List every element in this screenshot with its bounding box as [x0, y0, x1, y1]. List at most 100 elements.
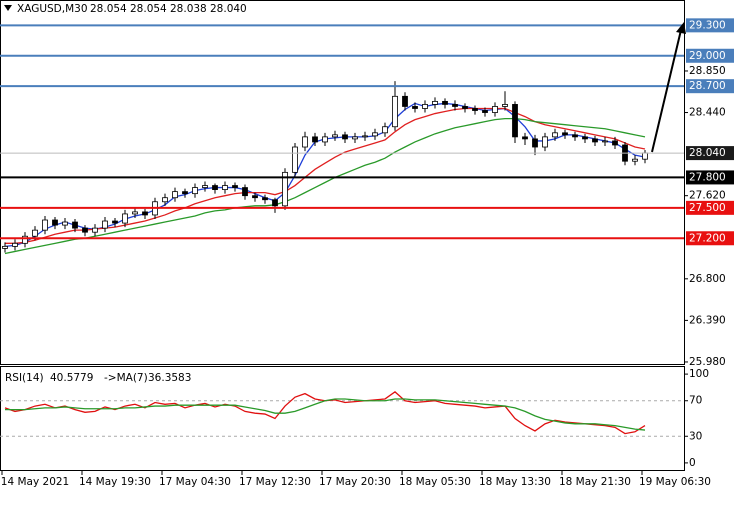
candle-body — [482, 110, 488, 113]
indicator-line — [4, 117, 646, 255]
candle-body — [102, 220, 108, 229]
level-label-box — [686, 170, 734, 185]
candle-body — [22, 235, 28, 244]
x-tick-label: 14 May 19:30 — [79, 476, 151, 488]
y-tick-label: 25.980 — [689, 356, 726, 368]
level-label: 27.500 — [689, 202, 726, 214]
ohlc-value: 28.054 — [130, 3, 167, 15]
candle-body — [272, 199, 278, 207]
level-label-box — [686, 18, 734, 33]
candle-body — [462, 106, 468, 109]
candle-body — [92, 227, 98, 233]
candle-body — [472, 108, 478, 111]
candle-body — [572, 134, 578, 138]
candle-body — [222, 185, 228, 190]
candle-body — [202, 185, 208, 188]
level-label-box — [686, 200, 734, 215]
y-tick-label: 28.850 — [689, 65, 726, 77]
rsi-panel-frame — [0, 366, 685, 471]
candle-body — [602, 140, 608, 143]
x-tick-label: 19 May 06:30 — [639, 476, 711, 488]
candle-body — [232, 185, 238, 188]
candle-body — [32, 229, 38, 237]
x-tick-label: 17 May 04:30 — [159, 476, 231, 488]
rsi-value: 40.5779 — [50, 372, 93, 384]
candle-body — [122, 213, 128, 224]
candle-body — [212, 185, 218, 190]
candle-body — [172, 191, 178, 199]
candle-body — [302, 136, 308, 148]
candle-body — [492, 106, 498, 113]
x-tick-label: 17 May 12:30 — [239, 476, 311, 488]
candle-body — [262, 197, 268, 201]
indicator-line — [5, 398, 646, 431]
candle-body — [282, 171, 288, 207]
candle-body — [162, 197, 168, 203]
y-tick-label: 70 — [689, 395, 702, 407]
level-label: 28.040 — [689, 147, 726, 159]
candle-body — [292, 146, 298, 173]
candle-body — [142, 211, 148, 216]
rsi-ma-title: ->MA(7) — [104, 372, 148, 384]
menu-triangle — [4, 5, 12, 11]
level-label-box — [686, 48, 734, 63]
ohlc-value: 28.038 — [170, 3, 207, 15]
level-label: 28.700 — [689, 80, 726, 92]
candle-body — [582, 136, 588, 140]
rsi-title: RSI(14) — [5, 372, 44, 384]
y-tick-label: 27.620 — [689, 190, 726, 202]
ohlc-value: 28.054 — [90, 3, 127, 15]
y-tick-label: 28.440 — [689, 107, 726, 119]
candle-body — [72, 221, 78, 229]
candle-body — [112, 220, 118, 224]
candle-body — [552, 132, 558, 138]
candle-body — [642, 152, 648, 160]
candle-body — [332, 134, 338, 138]
candle-body — [632, 158, 638, 162]
y-tick-label: 0 — [689, 457, 696, 469]
candle-body — [252, 195, 258, 199]
x-tick-label: 14 May 2021 — [1, 476, 69, 488]
candle-body — [522, 136, 528, 140]
level-label: 29.300 — [689, 19, 726, 31]
candle-body — [52, 219, 58, 226]
candle-body — [412, 106, 418, 109]
level-label-box — [686, 146, 734, 161]
x-tick-label: 18 May 21:30 — [559, 476, 631, 488]
candle-body — [592, 138, 598, 143]
level-label-box — [686, 231, 734, 246]
candle-body — [2, 245, 8, 249]
candle-body — [502, 104, 508, 107]
candle-body — [342, 134, 348, 140]
candle-body — [562, 132, 568, 136]
candle-body — [422, 104, 428, 109]
candle-body — [392, 95, 398, 128]
candle-body — [542, 136, 548, 148]
arrow-head — [676, 22, 686, 34]
main-panel-frame — [0, 0, 685, 365]
x-tick-label: 18 May 13:30 — [479, 476, 551, 488]
x-tick-label: 17 May 20:30 — [319, 476, 391, 488]
candle-body — [382, 126, 388, 134]
y-tick-label: 26.390 — [689, 314, 726, 326]
candle-body — [242, 187, 248, 197]
x-tick-label: 18 May 05:30 — [399, 476, 471, 488]
candle-body — [442, 100, 448, 105]
candle-body — [42, 219, 48, 231]
candle-body — [532, 138, 538, 148]
level-label: 27.200 — [689, 232, 726, 244]
candle-body — [512, 104, 518, 138]
candle-body — [12, 242, 18, 247]
candle-body — [612, 140, 618, 146]
candle-body — [192, 187, 198, 195]
y-tick-label: 30 — [689, 430, 702, 442]
candle-body — [402, 95, 408, 107]
level-label: 27.800 — [689, 171, 726, 183]
candle-body — [372, 132, 378, 137]
rsi-ma-value: 36.3583 — [148, 372, 191, 384]
candle-body — [132, 211, 138, 215]
y-tick-label: 26.800 — [689, 273, 726, 285]
level-label: 29.000 — [689, 50, 726, 62]
candle-body — [352, 136, 358, 140]
y-tick-label: 100 — [689, 368, 709, 380]
